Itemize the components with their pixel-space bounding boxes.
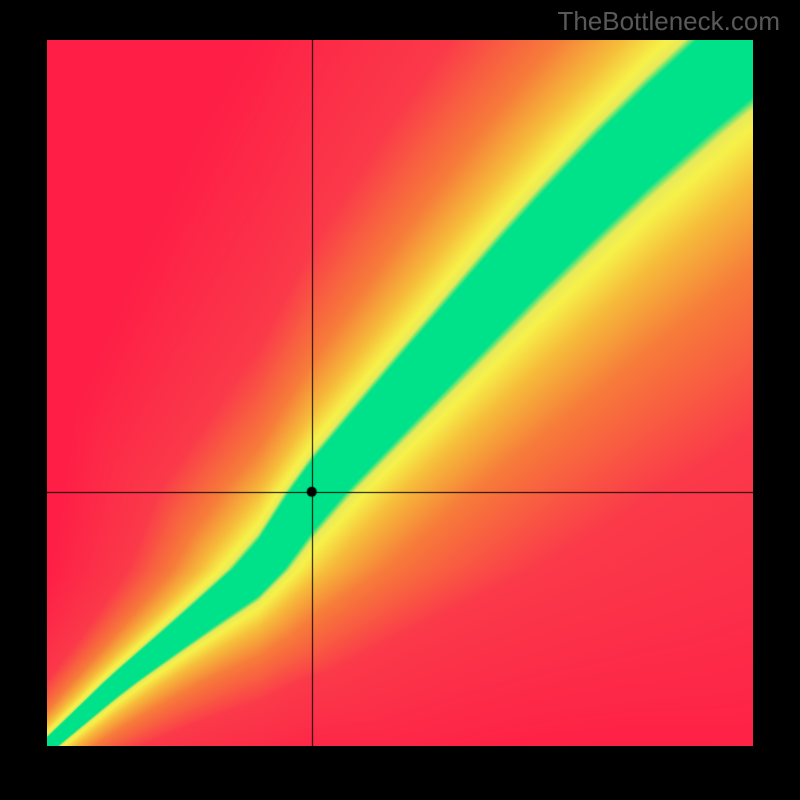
watermark-text: TheBottleneck.com [557, 6, 780, 37]
bottleneck-heatmap [47, 40, 753, 746]
chart-container: TheBottleneck.com [0, 0, 800, 800]
